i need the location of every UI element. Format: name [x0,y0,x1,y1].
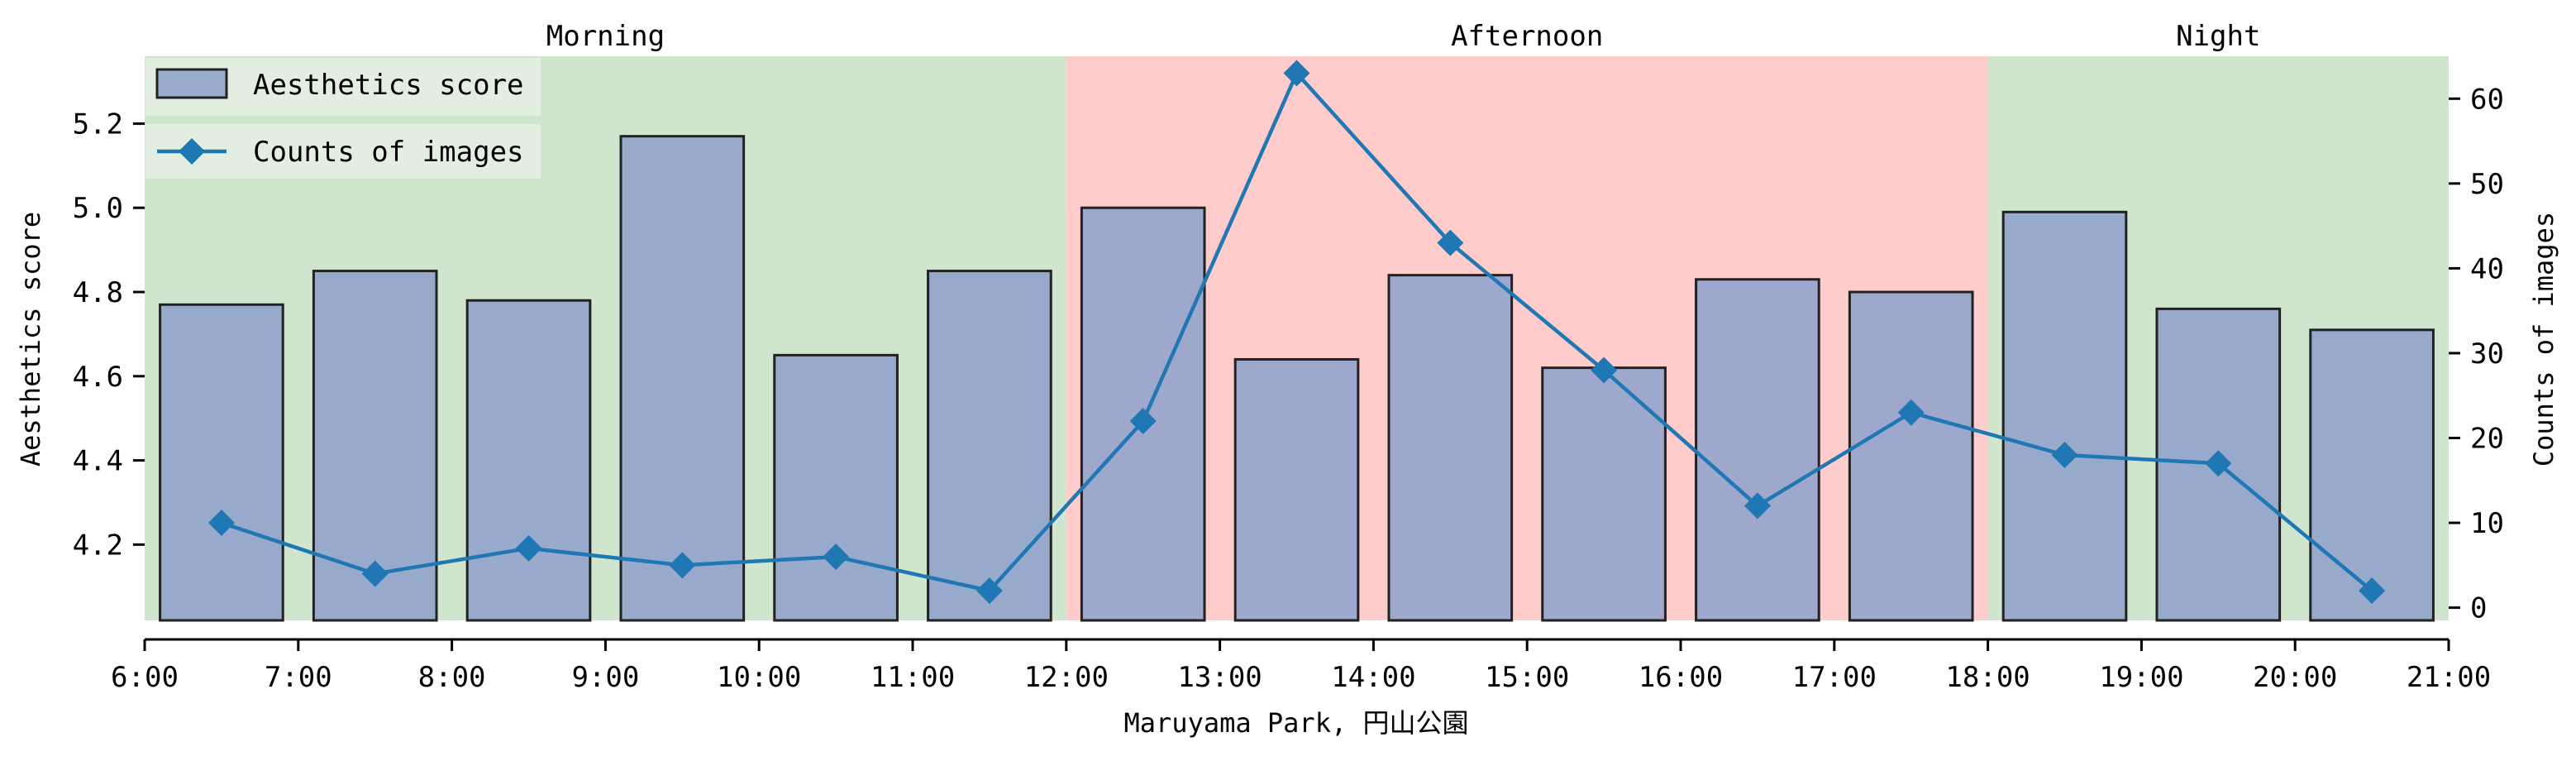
x-tick-label: 20:00 [2253,661,2337,694]
x-tick-label: 12:00 [1024,661,1109,694]
diamond-marker [2359,577,2386,605]
diamond-marker [1283,60,1310,87]
period-label-morning: Morning [546,20,665,53]
bar [619,135,746,622]
y2-axis-title: Counts of images [2528,212,2559,467]
period-backgrounds [145,56,2449,620]
legend-line-label: Counts of images [253,136,524,169]
period-label-afternoon: Afternoon [1451,20,1603,53]
diamond-marker [1897,399,1925,426]
diamond-marker [208,510,235,537]
y2-tick-label: 30 [2470,337,2504,371]
axes [133,97,2460,651]
x-tick-label: 14:00 [1331,661,1415,694]
y-tick-label: 5.0 [73,192,123,225]
legend: Aesthetics score Counts of images [145,58,541,179]
bar [1695,278,1820,622]
y2-tick-label: 40 [2470,252,2504,285]
period-label-night: Night [2176,20,2260,53]
diamond-marker [515,534,542,562]
diamond-marker [976,577,1003,605]
diamond-marker [2205,450,2232,477]
y-tick-label: 4.6 [73,361,123,394]
diamond-marker [1437,229,1464,256]
bar [159,303,284,622]
x-tick-label: 18:00 [1945,661,2030,694]
y2-tick-label: 0 [2470,592,2487,625]
diamond-marker [669,552,696,579]
diamond-marker [1744,492,1771,519]
bar [2001,210,2128,622]
y-tick-label: 4.8 [73,276,123,309]
y2-tick-label: 10 [2470,507,2504,540]
bar [1848,290,1974,622]
y-tick-label: 5.2 [73,108,123,141]
bar [465,299,592,622]
x-tick-label: 10:00 [717,661,801,694]
period-background-afternoon [1066,56,1988,620]
x-tick-label: 16:00 [1639,661,1723,694]
x-axis-title: Maruyama Park, 円山公園 [1124,707,1469,739]
x-tick-label: 15:00 [1485,661,1569,694]
bar [773,353,899,622]
diamond-marker [1129,407,1157,434]
legend-bar-label: Aesthetics score [253,69,524,102]
legend-diamond-marker [179,138,205,165]
x-tick-label: 9:00 [571,661,639,694]
y2-tick-label: 50 [2470,168,2504,201]
y2-tick-label: 20 [2470,423,2504,456]
diamond-marker [2051,442,2078,469]
x-tick-label: 8:00 [418,661,486,694]
y-axis-title: Aesthetics score [15,212,46,467]
x-tick-label: 17:00 [1792,661,1877,694]
bar [927,270,1052,622]
y2-tick-label: 60 [2470,83,2504,116]
x-tick-label: 11:00 [871,661,955,694]
diamond-marker [1591,357,1618,384]
legend-bar-swatch [155,68,228,99]
bars [159,135,2435,622]
diamond-marker [361,560,389,587]
x-tick-label: 19:00 [2099,661,2183,694]
bar [1233,357,1360,622]
bar [1541,366,1667,622]
counts-line [208,60,2386,605]
x-tick-label: 6:00 [111,661,179,694]
y-tick-label: 4.2 [73,529,123,562]
y-tick-label: 4.4 [73,445,123,478]
bar [1387,274,1514,622]
diamond-marker [823,543,850,571]
bar [2309,328,2435,622]
x-tick-label: 7:00 [265,661,332,694]
x-tick-label: 13:00 [1177,661,1262,694]
x-tick-label: 21:00 [2407,661,2491,694]
labels: Morning Afternoon Night 6:00 7:00 8:00 9:00 10:… [73,20,2504,694]
